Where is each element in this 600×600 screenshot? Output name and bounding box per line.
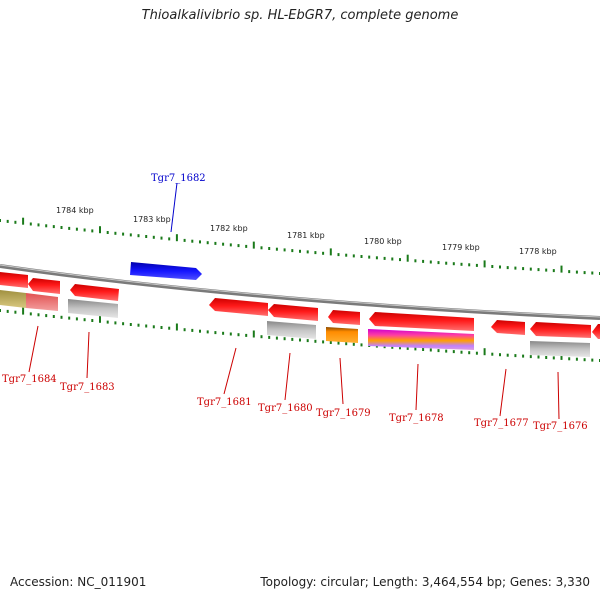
- outer-tick-track: [0, 217, 600, 275]
- gene-label-tgr7-1681[interactable]: Tgr7_1681: [197, 397, 252, 408]
- gene-arrow-tgr7-1678[interactable]: [369, 312, 474, 331]
- feature-block-tgr7-1680[interactable]: [267, 321, 316, 339]
- gene-arrow-tgr7-1677[interactable]: [491, 320, 525, 335]
- gene-label-tgr7-1684[interactable]: Tgr7_1684: [2, 374, 57, 385]
- leader-tgr7-1684: [28, 325, 39, 373]
- gene-label-tgr7-1677[interactable]: Tgr7_1677: [474, 418, 529, 429]
- kbp-label-1778: 1778 kbp: [519, 247, 557, 256]
- leader-tgr7-1681: [223, 347, 237, 395]
- feature-block-tgr7-1683[interactable]: [68, 299, 118, 318]
- leader-tgr7-1678: [415, 363, 419, 411]
- gene-arrow-tgr7-1681[interactable]: [209, 298, 268, 316]
- gene-label-tgr7-1678[interactable]: Tgr7_1678: [389, 413, 444, 424]
- genome-backbone: [0, 264, 600, 320]
- gene-arrow-tgr7-1682[interactable]: [130, 262, 202, 280]
- leader-tgr7-1683: [86, 331, 90, 379]
- leader-tgr7-1679: [339, 357, 344, 405]
- genome-backbone-highlight: [0, 264, 600, 318]
- topology-summary: Topology: circular; Length: 3,464,554 bp…: [260, 575, 590, 589]
- gene-arrow-tgr7-1679[interactable]: [328, 310, 360, 325]
- gene-arrow-tgr7-1683[interactable]: [70, 284, 119, 301]
- gene-arrow-tgr7-1680[interactable]: [268, 304, 318, 321]
- feature-block-olive[interactable]: [0, 290, 26, 308]
- feature-block-tgr7-1676[interactable]: [530, 341, 590, 357]
- gene-label-tgr7-1682[interactable]: Tgr7_1682: [151, 173, 206, 184]
- kbp-label-1784: 1784 kbp: [56, 206, 94, 215]
- feature-block-pink[interactable]: [26, 293, 58, 311]
- kbp-label-1779: 1779 kbp: [442, 243, 480, 252]
- inner-tick-track: [0, 307, 600, 362]
- accession-text: Accession: NC_011901: [10, 575, 147, 589]
- feature-block-tgr7-1679[interactable]: [326, 327, 358, 343]
- gene-arrow-tgr7-1684[interactable]: [28, 278, 60, 294]
- gene-label-tgr7-1679[interactable]: Tgr7_1679: [316, 408, 371, 419]
- kbp-label-1782: 1782 kbp: [210, 224, 248, 233]
- leader-tgr7-1677: [499, 368, 507, 417]
- gene-label-tgr7-1683[interactable]: Tgr7_1683: [60, 382, 115, 393]
- gene-label-tgr7-1680[interactable]: Tgr7_1680: [258, 403, 313, 414]
- leader-tgr7-1676: [557, 371, 560, 420]
- gene-label-tgr7-1676[interactable]: Tgr7_1676: [533, 421, 588, 432]
- feature-block-tgr7-1678[interactable]: [368, 329, 474, 350]
- kbp-label-1780: 1780 kbp: [364, 237, 402, 246]
- gene-arrow-tgr7-1676[interactable]: [530, 322, 591, 338]
- kbp-label-1781: 1781 kbp: [287, 231, 325, 240]
- map-title: Thioalkalivibrio sp. HL-EbGR7, complete …: [141, 8, 459, 23]
- leader-tgr7-1680: [284, 352, 291, 401]
- leader-tgr7-1682: [170, 182, 178, 233]
- gene-arrow-left-edge[interactable]: [0, 272, 28, 288]
- kbp-label-1783: 1783 kbp: [133, 215, 171, 224]
- gene-arrow-right-edge[interactable]: [592, 324, 600, 339]
